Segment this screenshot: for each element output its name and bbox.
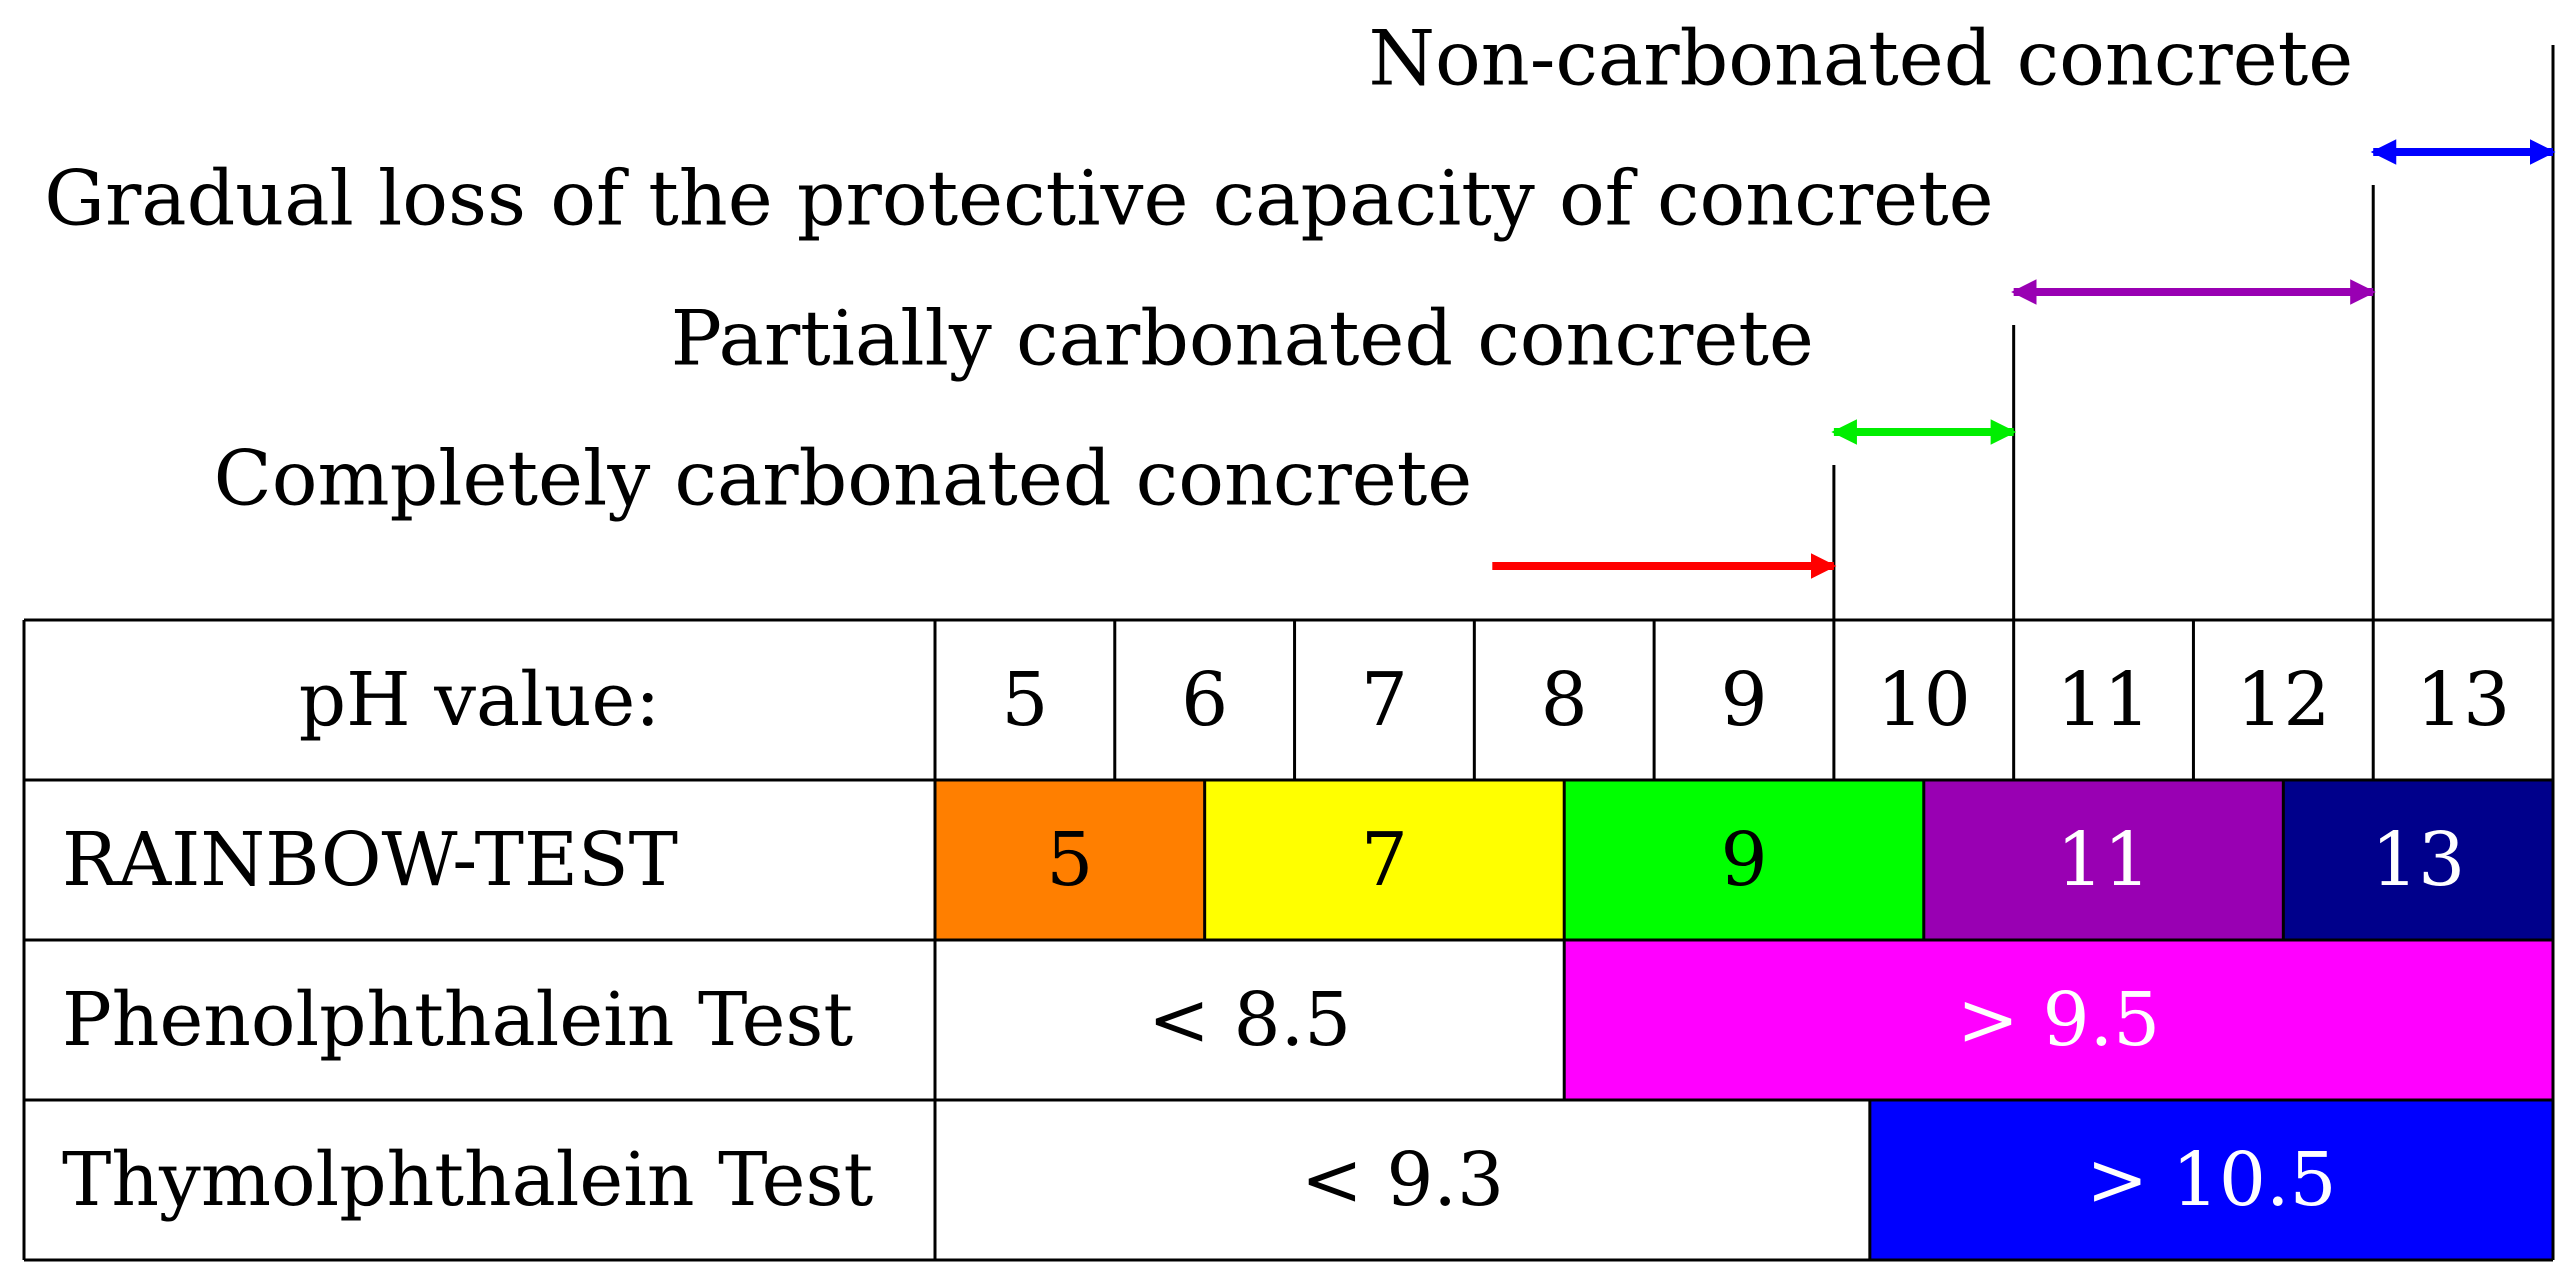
segment-fill (935, 940, 1565, 1100)
ph-tick-label: 11 (2056, 657, 2150, 743)
segment-label: 7 (1361, 817, 1408, 903)
segment-fill (1204, 780, 1565, 940)
row-label: Thymolphthalein Test (62, 1137, 873, 1223)
zone-gradual-loss-of-the-protective-capacity-of-concrete: Gradual loss of the protective capacity … (44, 154, 2376, 620)
ph-tick-label: 8 (1541, 657, 1588, 743)
zone-non-carbonated-concrete: Non-carbonated concrete (1368, 14, 2556, 620)
ph-tick-label: 7 (1361, 657, 1408, 743)
ph-tick-label: 12 (2236, 657, 2330, 743)
table-grid (22, 618, 2555, 1262)
segment-fill (1564, 780, 1924, 940)
row-thymolphthalein-test: Thymolphthalein Test < 9.3 > 10.5 (62, 1100, 2553, 1260)
ph-tick-label: 6 (1181, 657, 1228, 743)
zone-completely-carbonated-concrete: Completely carbonated concrete (214, 434, 1837, 620)
segment-label: < 9.3 (1301, 1137, 1504, 1223)
ph-test-table: RAINBOW-TEST 5 7 9 11 13 Phenolphthalein Test <… (22, 618, 2555, 1262)
row-phenolphthalein-test: Phenolphthalein Test < 8.5 > 9.5 (62, 940, 2553, 1100)
zone-label: Gradual loss of the protective capacity … (44, 154, 1993, 243)
segment-label: > 10.5 (2086, 1137, 2336, 1223)
row-ph-value: pH value: 5 6 7 8 9 10 11 12 13 (299, 620, 2510, 780)
segment-fill (1923, 780, 2284, 940)
segment-label: 5 (1046, 817, 1093, 903)
segment-fill (1869, 1100, 2553, 1260)
zone-partially-carbonated-concrete: Partially carbonated concrete (671, 294, 2017, 620)
row-rainbow-test: RAINBOW-TEST 5 7 9 11 13 (62, 780, 2553, 940)
ph-tick-label: 5 (1001, 657, 1048, 743)
carbonation-zones: Non-carbonated concrete Gradual loss of t… (44, 14, 2556, 620)
row-label: Phenolphthalein Test (62, 977, 853, 1063)
ph-tick-label: 9 (1720, 657, 1767, 743)
segment-fill (1564, 940, 2553, 1100)
segment-label: 13 (2371, 817, 2465, 903)
segment-label: 9 (1720, 817, 1767, 903)
zone-label: Non-carbonated concrete (1368, 14, 2353, 103)
ph-value-label: pH value: (299, 657, 660, 743)
segment-fill (935, 780, 1205, 940)
segment-label: < 8.5 (1148, 977, 1351, 1063)
zone-label: Partially carbonated concrete (671, 294, 1814, 383)
ph-tick-label: 13 (2416, 657, 2510, 743)
ph-tick-label: 10 (1877, 657, 1971, 743)
zone-label: Completely carbonated concrete (214, 434, 1473, 523)
row-label: RAINBOW-TEST (62, 817, 678, 903)
segment-label: 11 (2056, 817, 2150, 903)
segment-fill (935, 1100, 1870, 1260)
segment-label: > 9.5 (1957, 977, 2160, 1063)
segment-fill (2283, 780, 2553, 940)
